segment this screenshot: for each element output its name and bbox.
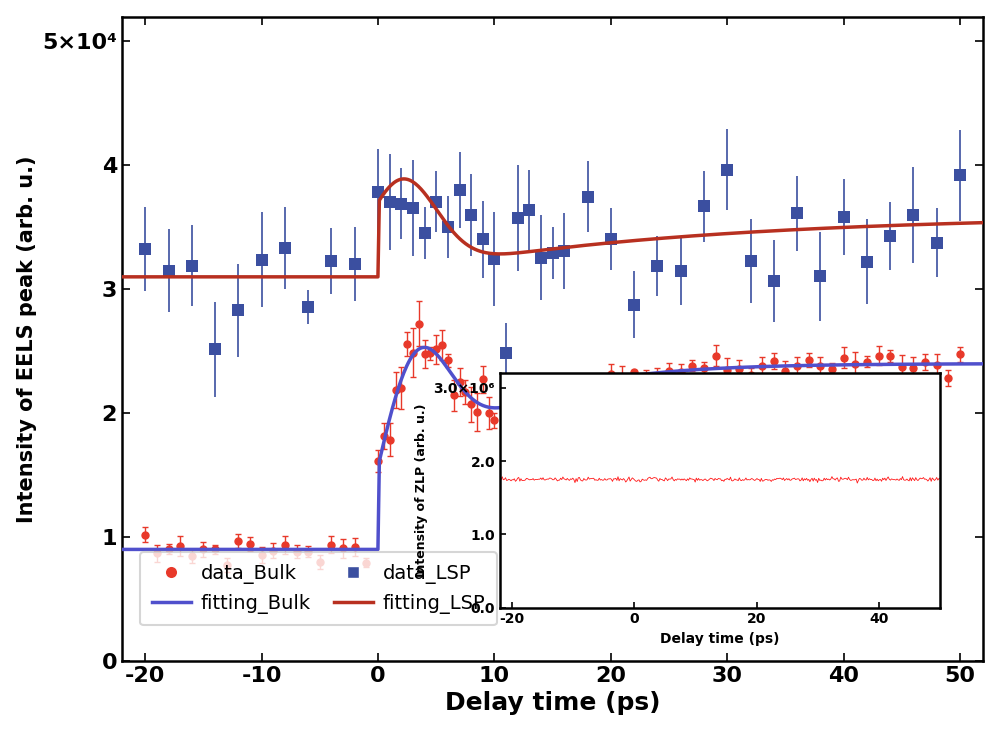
fitting_LSP bbox=[977, 218, 989, 227]
fitting_Bulk bbox=[337, 545, 349, 554]
fitting_Bulk bbox=[507, 400, 519, 409]
fitting_Bulk bbox=[693, 365, 705, 374]
fitting_Bulk bbox=[977, 359, 989, 368]
fitting_Bulk bbox=[418, 343, 430, 352]
Y-axis label: Intensity of ZLP (arb. u.): Intensity of ZLP (arb. u.) bbox=[415, 403, 428, 578]
fitting_LSP bbox=[507, 249, 519, 258]
fitting_LSP bbox=[766, 226, 778, 235]
X-axis label: Delay time (ps): Delay time (ps) bbox=[445, 691, 660, 715]
fitting_Bulk bbox=[116, 545, 128, 554]
fitting_LSP bbox=[337, 272, 349, 281]
fitting_Bulk bbox=[268, 545, 280, 554]
fitting_LSP bbox=[398, 174, 410, 183]
fitting_LSP bbox=[268, 272, 280, 281]
fitting_Bulk bbox=[625, 371, 637, 380]
Legend: data_Bulk, fitting_Bulk, data_LSP, fitting_LSP: data_Bulk, fitting_Bulk, data_LSP, fitti… bbox=[140, 553, 497, 625]
fitting_Bulk bbox=[766, 362, 778, 370]
fitting_LSP bbox=[116, 272, 128, 281]
X-axis label: Delay time (ps): Delay time (ps) bbox=[660, 632, 780, 646]
Y-axis label: Intensity of EELS peak (arb. u.): Intensity of EELS peak (arb. u.) bbox=[17, 155, 37, 523]
fitting_LSP bbox=[693, 231, 705, 240]
Line: fitting_Bulk: fitting_Bulk bbox=[122, 348, 983, 550]
Line: fitting_LSP: fitting_LSP bbox=[122, 179, 983, 277]
fitting_LSP bbox=[625, 236, 637, 245]
